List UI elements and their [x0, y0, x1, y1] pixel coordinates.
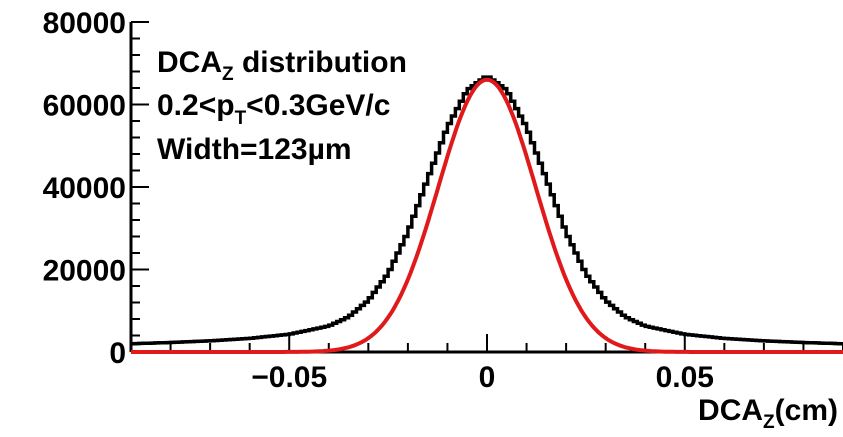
annotation-title: DCAZ distribution	[157, 46, 407, 85]
annotation-pt-pre: 0.2<p	[157, 89, 235, 122]
x-tick-label: −0.05	[251, 361, 327, 394]
x-axis-tick-labels: −0.05 0 0.05	[251, 361, 714, 394]
y-tick-label: 20000	[43, 255, 126, 288]
y-tick-label: 0	[109, 337, 126, 370]
annotation-title-main: DCA	[157, 46, 222, 79]
x-axis-title-suffix: (cm)	[775, 394, 838, 427]
gaussian-fit-series	[131, 77, 843, 354]
annotation-pt-sub: T	[235, 108, 247, 129]
x-axis-ticks	[130, 334, 843, 352]
annotation-title-sub: Z	[222, 64, 234, 85]
x-tick-label: 0.05	[656, 361, 714, 394]
y-tick-label: 60000	[43, 90, 126, 123]
y-axis-ticks	[131, 21, 149, 353]
histogram-series	[131, 75, 843, 346]
annotation-width: Width=123µm	[157, 133, 352, 166]
y-tick-label: 80000	[43, 7, 126, 40]
annotation-title-rest: distribution	[234, 46, 407, 79]
x-axis-title-main: DCA	[698, 394, 763, 427]
y-tick-label: 40000	[43, 172, 126, 205]
x-axis-title: DCAZ(cm)	[698, 394, 838, 433]
annotation-pt-range: 0.2<pT<0.3GeV/c	[157, 89, 390, 129]
annotation-pt-rest: <0.3GeV/c	[246, 89, 390, 122]
data-series	[131, 75, 843, 354]
x-axis-title-sub: Z	[763, 412, 775, 433]
y-axis-tick-labels: 0 20000 40000 60000 80000	[43, 7, 126, 370]
x-tick-label: 0	[479, 361, 496, 394]
